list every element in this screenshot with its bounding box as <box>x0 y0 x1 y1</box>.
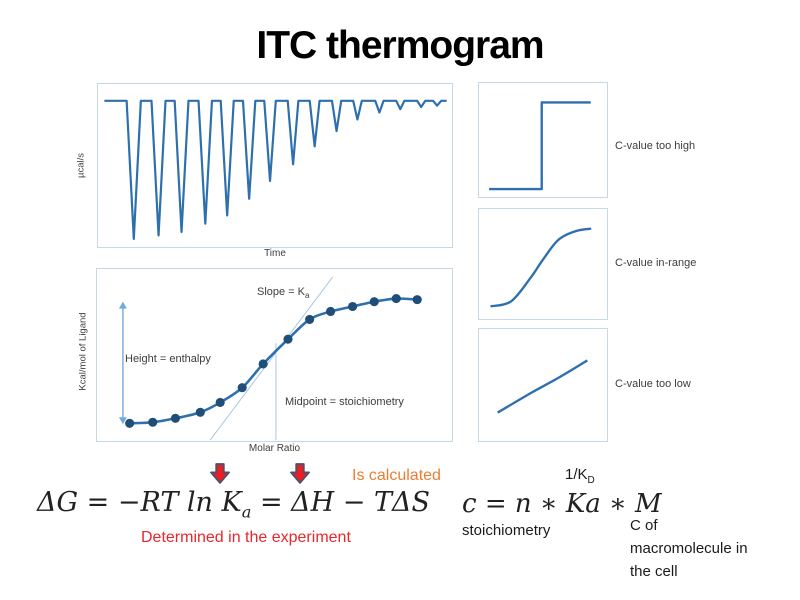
c-value-high-panel <box>478 82 608 198</box>
isotherm-x-axis-label: Molar Ratio <box>248 443 301 454</box>
height-annotation: Height = enthalpy <box>125 353 211 365</box>
c-value-low-panel <box>478 328 608 442</box>
c-value-equation: c = n ∗ Ka ∗ M <box>462 489 662 519</box>
c-value-high-label: C-value too high <box>615 140 696 152</box>
c-value-low-plot <box>497 359 588 414</box>
macromolecule-note: C of macromolecule in the cell <box>630 514 748 583</box>
is-calculated-note: Is calculated <box>352 467 441 484</box>
c-value-range-label: C-value in-range <box>615 257 697 269</box>
thermogram-plot <box>104 99 447 240</box>
c-value-low-label: C-value too low <box>615 378 691 390</box>
down-arrow-icon <box>290 463 310 484</box>
inverse-kd-label: 1/KD <box>565 466 595 486</box>
isotherm-y-axis-label: Kcal/mol of Ligand <box>77 312 89 391</box>
macromolecule-note-line: the cell <box>630 563 678 580</box>
c-value-range-plot <box>490 227 592 308</box>
thermogram-panel <box>97 83 453 248</box>
slide-title: ITC thermogram <box>256 24 544 67</box>
thermogram-x-axis-label: Time <box>264 248 286 259</box>
macromolecule-note-line: macromolecule in <box>630 540 748 557</box>
c-value-range-panel <box>478 208 608 320</box>
thermogram-y-axis-label: µcal/s <box>75 153 87 179</box>
isotherm-panel: Slope = Ka Height = enthalpy Midpoint = … <box>96 268 453 442</box>
isotherm-plot <box>118 276 422 441</box>
determined-in-experiment-note: Determined in the experiment <box>141 529 351 546</box>
stoichiometry-label: stoichiometry <box>462 522 551 539</box>
down-arrow-icon <box>210 463 230 484</box>
c-value-high-plot <box>489 101 591 191</box>
macromolecule-note-line: C of <box>630 517 658 534</box>
slope-annotation: Slope = Ka <box>257 286 310 301</box>
midpoint-annotation: Midpoint = stoichiometry <box>285 396 404 408</box>
gibbs-equation: ΔG = −RT ln Ka = ΔH − TΔS <box>37 487 430 522</box>
